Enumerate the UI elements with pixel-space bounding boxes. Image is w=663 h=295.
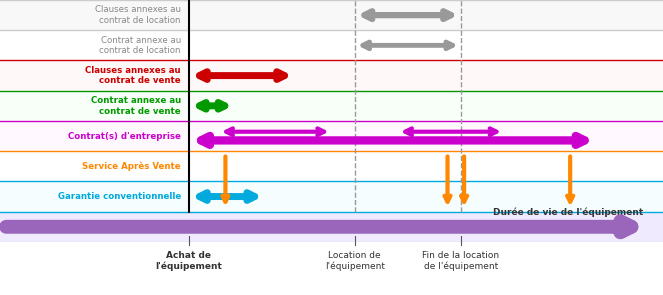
Text: Clauses annexes au
contrat de vente: Clauses annexes au contrat de vente (86, 66, 181, 85)
Bar (0, 121, 663, 151)
Text: Contrat(s) d'entreprise: Contrat(s) d'entreprise (68, 132, 181, 141)
Text: Contrat annexe au
contrat de location: Contrat annexe au contrat de location (99, 36, 181, 55)
Text: Contrat annexe au
contrat de vente: Contrat annexe au contrat de vente (91, 96, 181, 116)
Bar (0, 60, 663, 91)
Text: Location de
l'équipement: Location de l'équipement (325, 251, 385, 271)
Bar (0, 151, 663, 181)
Text: Durée de vie de l'équipement: Durée de vie de l'équipement (493, 208, 643, 217)
Bar (0, 0, 663, 30)
Bar (0, 91, 663, 121)
Bar (0, 30, 663, 60)
Text: Garantie conventionnelle: Garantie conventionnelle (58, 192, 181, 201)
Bar (0, 212, 663, 242)
Text: Service Après Vente: Service Après Vente (82, 162, 181, 171)
Text: Achat de
l'équipement: Achat de l'équipement (156, 251, 222, 271)
Text: Fin de la location
de l'équipement: Fin de la location de l'équipement (422, 251, 499, 271)
Bar (0, 181, 663, 212)
Text: Clauses annexes au
contrat de location: Clauses annexes au contrat de location (95, 5, 181, 25)
